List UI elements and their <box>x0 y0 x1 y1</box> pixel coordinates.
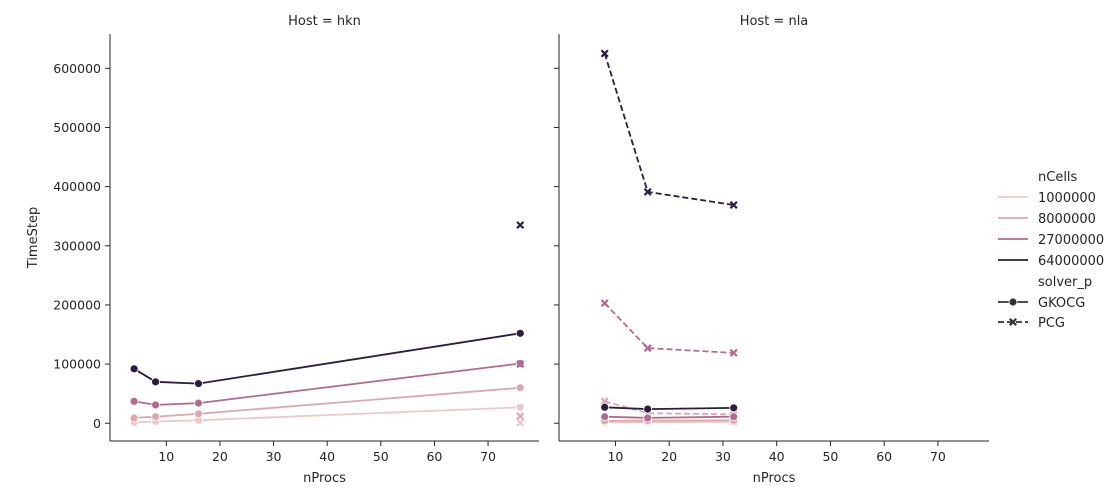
y-axis-label: TimeStep <box>26 207 41 269</box>
data-point <box>151 400 160 410</box>
series-64000000-GKOCG <box>129 328 525 389</box>
data-point <box>151 412 160 422</box>
data-point <box>643 344 652 353</box>
series-line <box>604 415 734 419</box>
series-8000000-GKOCG <box>129 383 525 423</box>
legend-style-marker <box>1008 297 1018 307</box>
y-tick-label: 200000 <box>53 297 101 312</box>
x-tick-label: 60 <box>426 449 442 464</box>
y-tick-label: 400000 <box>53 179 101 194</box>
legend-entry-label: 27000000 <box>1038 233 1104 248</box>
series-line <box>134 386 521 419</box>
data-point <box>643 187 652 196</box>
series-64000000-GKOCG <box>600 402 739 414</box>
series-27000000-GKOCG <box>600 412 739 423</box>
data-point <box>516 360 525 369</box>
data-point <box>600 299 609 308</box>
x-tick-label: 10 <box>158 449 174 464</box>
panel-title: Host = nla <box>740 14 809 29</box>
series-8000000-PCG <box>516 412 525 421</box>
x-tick-label: 60 <box>876 449 892 464</box>
series-line <box>133 362 521 406</box>
x-tick-label: 30 <box>715 449 731 464</box>
legend-entry-label: 64000000 <box>1038 254 1104 269</box>
legend: nCells 1000000 8000000 27000000 64000000 solv… <box>998 170 1104 331</box>
data-point <box>129 396 139 406</box>
x-tick-label: 20 <box>212 449 228 464</box>
data-point <box>729 403 739 413</box>
data-point <box>600 412 610 422</box>
data-point <box>729 412 739 422</box>
series-64000000-PCG <box>516 221 525 230</box>
series-64000000-PCG <box>600 49 738 209</box>
data-point <box>729 200 738 209</box>
x-tick-label: 40 <box>769 449 785 464</box>
series-line <box>604 419 734 422</box>
series-27000000-PCG <box>516 360 525 369</box>
y-tick-label: 0 <box>93 416 101 431</box>
x-tick-label: 10 <box>607 449 623 464</box>
x-tick-label: 50 <box>373 449 389 464</box>
data-point <box>600 49 609 58</box>
series-27000000-GKOCG <box>129 359 525 410</box>
series-line <box>134 406 521 424</box>
x-axis-label: nProcs <box>753 471 796 486</box>
data-point <box>516 418 525 427</box>
data-point <box>515 402 525 412</box>
data-point <box>194 379 203 389</box>
series-line <box>603 53 734 206</box>
x-tick-label: 70 <box>930 449 946 464</box>
y-tick-label: 100000 <box>53 357 101 372</box>
data-point <box>516 221 525 230</box>
data-point <box>194 398 203 408</box>
data-point <box>515 328 525 338</box>
data-point <box>129 364 139 374</box>
legend-entry-label: PCG <box>1038 316 1065 331</box>
x-axis-label: nProcs <box>303 471 346 486</box>
data-point <box>151 377 160 387</box>
x-tick-label: 70 <box>480 449 496 464</box>
panel-nla: 10 20 30 40 50 60 70 Host = nla nProcs <box>554 14 989 486</box>
legend-style-title: solver_p <box>1038 275 1092 290</box>
data-point <box>129 413 139 423</box>
data-point <box>643 413 653 423</box>
series-line <box>604 302 734 354</box>
y-tick-label: 300000 <box>53 238 101 253</box>
series-27000000-PCG <box>600 299 738 357</box>
legend-style-marker <box>1009 318 1017 326</box>
data-point <box>516 412 525 421</box>
series-1000000-PCG <box>516 418 525 427</box>
data-point <box>600 402 610 412</box>
legend-entry-label: 1000000 <box>1038 191 1096 206</box>
legend-entry-label: GKOCG <box>1038 296 1085 311</box>
x-tick-label: 50 <box>822 449 838 464</box>
x-tick-label: 40 <box>319 449 335 464</box>
y-tick-label: 600000 <box>53 61 101 76</box>
x-tick-label: 30 <box>266 449 282 464</box>
series-line <box>133 332 521 385</box>
data-point <box>643 404 653 414</box>
series-line <box>604 406 734 411</box>
panel-title: Host = hkn <box>288 14 361 29</box>
x-tick-label: 20 <box>661 449 677 464</box>
series-line <box>604 400 734 416</box>
data-point <box>515 383 525 393</box>
y-tick-label: 500000 <box>53 120 101 135</box>
panel-hkn: 10 20 30 40 50 60 70 0 100000 200000 300000 400000 5… <box>26 14 539 486</box>
legend-hue-title: nCells <box>1038 170 1078 185</box>
data-point <box>729 348 738 357</box>
data-point <box>194 409 203 419</box>
legend-entry-label: 8000000 <box>1038 212 1096 227</box>
